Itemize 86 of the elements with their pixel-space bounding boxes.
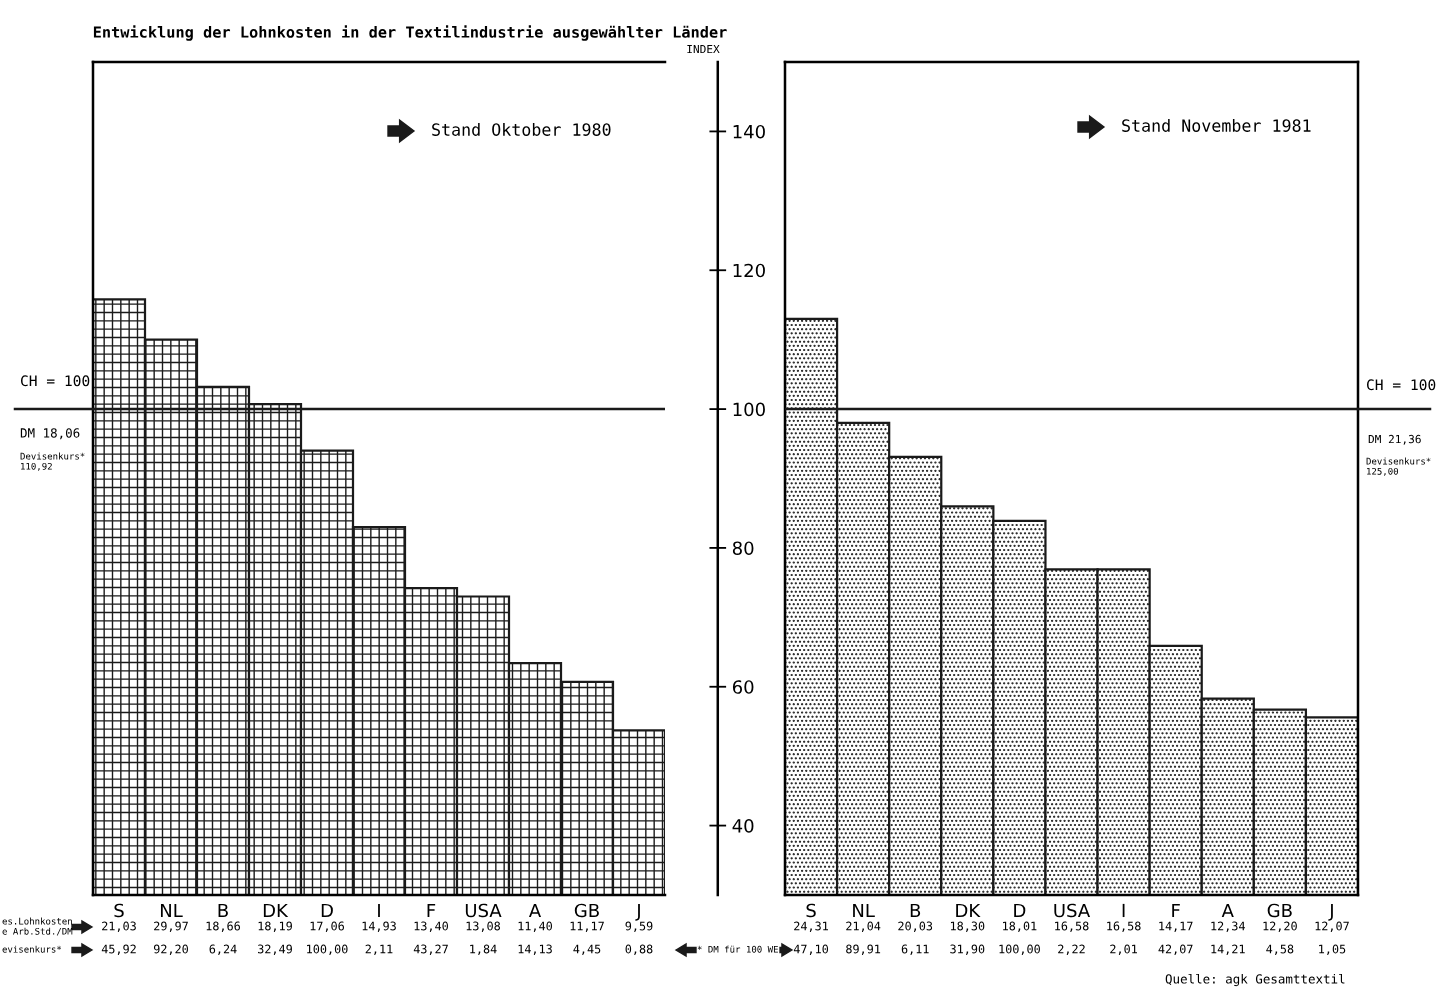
x-tick-label: F	[1172, 903, 1180, 918]
y-tick-label: 40	[732, 819, 754, 833]
text: DM 18,06	[20, 428, 80, 440]
text: * DM für 100 WE	[697, 945, 778, 953]
x-tick-label: B	[910, 903, 921, 918]
text: Stand November 1981	[1122, 118, 1311, 132]
x-tick-label: J	[635, 903, 640, 921]
text: 32,49	[258, 944, 292, 955]
x-tick-label: NL	[853, 903, 875, 918]
y-tick-label: 100	[733, 402, 765, 417]
text: 1,05	[1319, 944, 1346, 955]
ref-line-label: CH = 100	[20, 375, 90, 387]
text: Stand Oktober 1980	[432, 122, 611, 136]
text: 17,06	[310, 921, 344, 932]
text: 0,88	[625, 944, 653, 955]
text: 11,40	[518, 921, 552, 932]
text: 2,11	[365, 944, 393, 955]
text: 42,07	[1158, 944, 1193, 955]
text: 21,04	[846, 921, 881, 932]
x-tick-label: I	[378, 903, 380, 918]
x-tick-label: F	[427, 903, 436, 918]
text: 18,66	[206, 921, 240, 932]
text: 29,97	[154, 921, 188, 932]
text: 9,59	[625, 921, 653, 932]
source-note: Quelle: agk Gesamttextil	[1165, 973, 1345, 987]
text: 24,31	[794, 921, 829, 932]
x-tick-label: D	[1014, 903, 1026, 918]
text: 14,93	[362, 921, 396, 932]
text: 16,58	[1107, 921, 1141, 932]
y-tick-label: 140	[733, 124, 765, 139]
text: DM 21,36	[1368, 434, 1421, 445]
x-tick-label: GB	[1267, 903, 1292, 918]
x-tick-label: A	[528, 903, 542, 918]
text: Devisenkurs* 125,00	[1366, 457, 1431, 476]
x-tick-label: NL	[160, 903, 183, 918]
text: 21,03	[102, 921, 136, 932]
text: 11,17	[570, 921, 604, 932]
x-tick-label: DK	[956, 903, 981, 918]
x-tick-label: B	[218, 903, 228, 918]
text: 2,01	[1110, 944, 1138, 955]
text: 14,21	[1211, 944, 1245, 955]
text: 92,20	[153, 944, 188, 955]
text: 14,17	[1159, 921, 1193, 932]
y-axis-title: INDEX	[687, 44, 720, 54]
text: 4,58	[1266, 944, 1294, 955]
text: 13,08	[466, 921, 501, 932]
x-tick-label: S	[114, 903, 124, 918]
text: 20,03	[898, 921, 933, 932]
text: Devisenkurs* 110,92	[20, 452, 85, 471]
text: 18,30	[950, 921, 985, 932]
text: 18,19	[258, 921, 292, 932]
x-tick-label: J	[1328, 903, 1333, 921]
text: 12,34	[1211, 921, 1245, 932]
y-tick-label: 80	[732, 541, 754, 556]
text: 16,58	[1055, 921, 1089, 932]
text: 6,24	[209, 944, 237, 955]
text: 2,22	[1058, 944, 1085, 955]
text: 13,40	[414, 921, 448, 932]
ref-line-label: CH = 100	[1366, 379, 1436, 391]
x-tick-label: DK	[263, 903, 289, 918]
text: 1,84	[470, 944, 497, 955]
text: 4,45	[573, 944, 601, 955]
text: 100,00	[999, 944, 1040, 955]
text: evisenkurs*	[2, 945, 62, 953]
text: 43,27	[413, 944, 448, 955]
text: 47,10	[793, 944, 829, 955]
chart-title: Entwicklung der Lohnkosten in der Textilindustrie ausgewählter Länder	[93, 25, 727, 41]
x-tick-label: I	[1122, 903, 1125, 918]
x-tick-label: USA	[1054, 903, 1091, 918]
text: 45,92	[101, 944, 136, 955]
text: 14,13	[518, 944, 552, 955]
x-tick-label: USA	[465, 903, 502, 918]
x-tick-label: D	[321, 903, 333, 918]
x-tick-label: A	[1221, 903, 1234, 918]
text: 18,01	[1003, 921, 1037, 932]
text: 100,00	[307, 944, 348, 955]
text: 12,20	[1263, 921, 1297, 932]
x-tick-label: GB	[574, 903, 599, 918]
text: es.Lohnkosten e Arb.Std./DM	[2, 917, 73, 936]
x-tick-label: S	[806, 903, 816, 918]
text: 31,90	[950, 944, 985, 955]
text: 6,11	[901, 944, 929, 955]
y-tick-label: 60	[732, 680, 754, 694]
text: 89,91	[846, 944, 881, 955]
text: 12,07	[1315, 921, 1349, 932]
y-tick-label: 120	[733, 263, 765, 278]
